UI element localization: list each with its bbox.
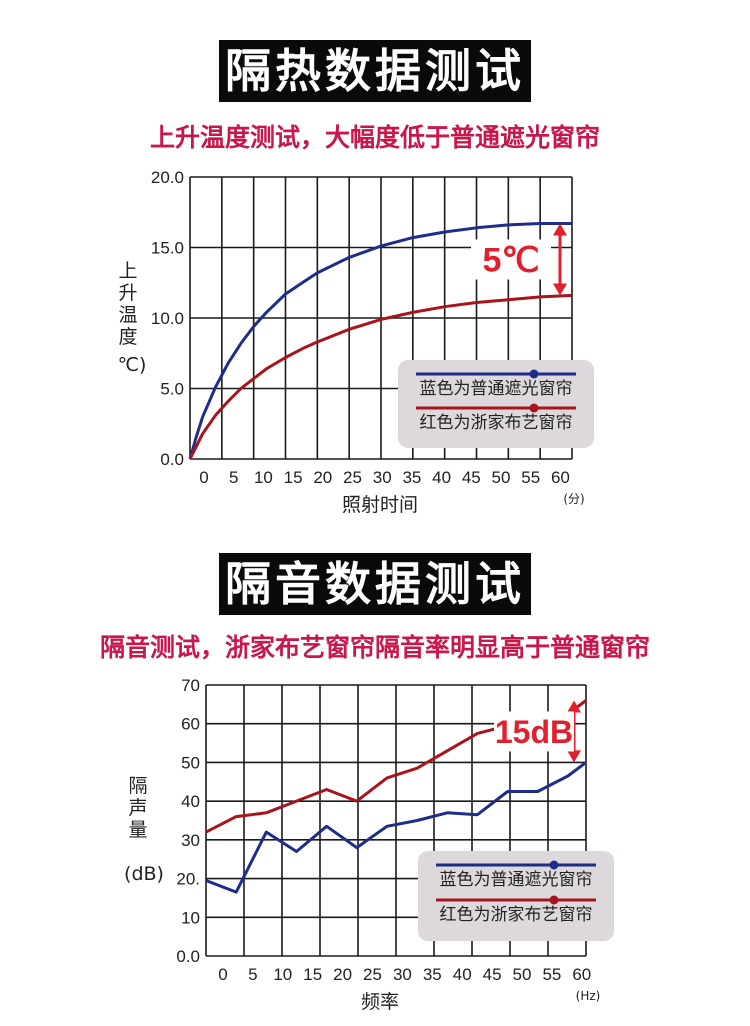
x-axis-label: 频率 — [361, 991, 399, 1013]
heat-insulation-chart: 0.0 5.0 10.0 15.0 20.0 0 5 10 15 20 25 30 35 40 45 50 55… — [118, 168, 594, 516]
x-tick-label: 50 — [513, 965, 532, 984]
x-tick-label: 0 — [218, 965, 227, 984]
y-tick-label: 40 — [181, 792, 200, 811]
x-tick-label: 30 — [393, 965, 412, 984]
x-tick-label: 5 — [229, 468, 238, 487]
chart-2-subtitle: 隔音测试，浙家布艺窗帘隔音率明显高于普通窗帘 — [99, 633, 650, 662]
x-tick-label: 0 — [199, 468, 208, 487]
x-tick-label: 55 — [542, 965, 561, 984]
x-tick-label: 35 — [423, 965, 442, 984]
chart-1-subtitle: 上升温度测试，大幅度低于普通遮光窗帘 — [149, 123, 600, 152]
x-tick-label: 60 — [551, 468, 570, 487]
difference-label: 5℃ — [482, 242, 539, 280]
legend-entry: 蓝色为普通遮光窗帘 — [440, 870, 593, 890]
x-tick-label: 45 — [483, 965, 502, 984]
x-tick-label: 30 — [373, 468, 392, 487]
y-tick-label: 20.0 — [151, 168, 184, 187]
x-tick-label: 20 — [333, 965, 352, 984]
y-axis-unit: ℃) — [118, 354, 147, 376]
legend-swatch-dot — [529, 369, 539, 379]
x-tick-label: 55 — [521, 468, 540, 487]
series-line — [188, 222, 572, 460]
legend-entry: 红色为浙家布艺窗帘 — [440, 905, 593, 925]
legend-swatch-dot — [549, 860, 559, 870]
y-axis-label-char: 量 — [128, 819, 147, 841]
legend-box — [398, 360, 594, 448]
y-tick-label: 10.0 — [151, 309, 184, 328]
legend-swatch-dot — [549, 895, 559, 905]
x-tick-label: 20 — [313, 468, 332, 487]
chart-2-title: 隔音数据测试 — [219, 553, 531, 615]
y-tick-label: 70 — [181, 676, 200, 695]
x-tick-label: 10 — [273, 965, 292, 984]
legend-box — [418, 851, 614, 941]
y-tick-label: 0.0 — [176, 947, 200, 966]
difference-label-bg — [471, 239, 551, 280]
difference-label-bg — [494, 711, 574, 752]
difference-arrow-head-top — [553, 223, 567, 236]
x-tick-label: 45 — [462, 468, 481, 487]
y-tick-label: 50 — [181, 753, 200, 772]
y-tick-label: 60 — [181, 715, 200, 734]
x-tick-label: 40 — [432, 468, 451, 487]
y-tick-label: 15.0 — [151, 239, 184, 258]
difference-arrow-head-bottom — [567, 750, 581, 763]
x-tick-label: 25 — [363, 965, 382, 984]
difference-arrow-head-top — [567, 700, 581, 713]
x-axis-unit: (Hz) — [576, 989, 601, 1003]
x-tick-label: 10 — [254, 468, 273, 487]
y-axis-label-char: 隔 — [128, 775, 147, 797]
y-axis-label-char: 升 — [118, 282, 137, 304]
x-tick-label: 50 — [492, 468, 511, 487]
chart-1-title: 隔热数据测试 — [219, 40, 531, 102]
difference-label: 15dB — [495, 714, 573, 750]
y-axis-label-char: 度 — [118, 326, 137, 348]
x-tick-label: 40 — [453, 965, 472, 984]
y-axis-label-char: 温 — [118, 304, 137, 326]
y-tick-label: 20. — [176, 870, 200, 889]
x-tick-label: 15 — [303, 965, 322, 984]
y-tick-label: 5.0 — [160, 380, 184, 399]
y-axis-label-char: 声 — [128, 797, 147, 819]
y-tick-label: 30 — [181, 831, 200, 850]
y-axis-label-char: 上 — [118, 260, 137, 282]
x-axis-label: 照射时间 — [342, 494, 418, 516]
sound-insulation-chart: 0.0 10 20. 30 40 50 60 70 0 5 10 15 20 25 30 35 40 45 50 55… — [124, 676, 614, 1013]
legend-swatch-dot — [529, 403, 539, 413]
x-tick-label: 25 — [343, 468, 362, 487]
series-line — [205, 761, 587, 894]
x-axis-unit: (分) — [563, 492, 584, 506]
legend-entry: 蓝色为普通遮光窗帘 — [420, 379, 573, 399]
y-tick-label: 10 — [181, 908, 200, 927]
y-tick-label: 0.0 — [160, 450, 184, 469]
y-axis-unit: (dB) — [124, 863, 164, 885]
x-tick-label: 60 — [572, 965, 591, 984]
difference-arrow-head-bottom — [553, 283, 567, 296]
series-line — [188, 293, 573, 460]
legend-entry: 红色为浙家布艺窗帘 — [420, 413, 573, 433]
x-tick-label: 15 — [284, 468, 303, 487]
x-tick-label: 35 — [402, 468, 421, 487]
x-tick-label: 5 — [248, 965, 257, 984]
